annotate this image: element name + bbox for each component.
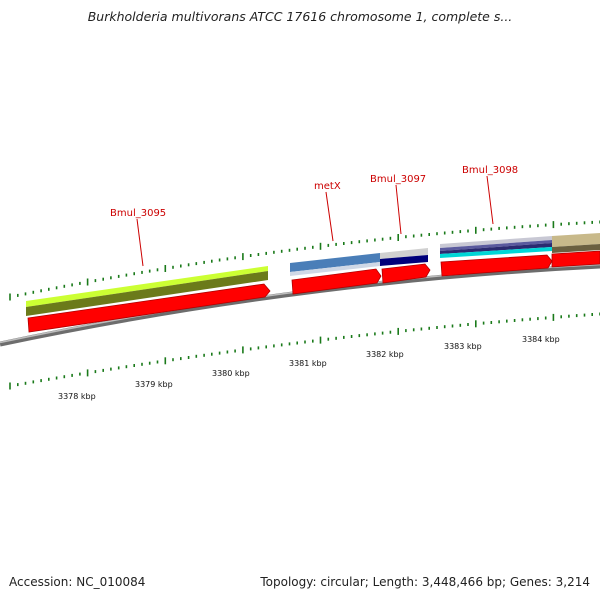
gene-label-bmul-3097[interactable]: Bmul_3097 bbox=[370, 174, 426, 185]
gene-bmul-3095-top-band bbox=[26, 266, 268, 307]
cds-arrow-bmul-3095[interactable] bbox=[27, 283, 271, 333]
gene-metx[interactable] bbox=[290, 253, 380, 276]
gene-bmul-3098-band-3 bbox=[440, 243, 552, 254]
leader-line-bmul-3097 bbox=[395, 184, 402, 235]
leader-line-bmul-3095 bbox=[136, 218, 144, 267]
gene-next-bottom-band bbox=[552, 244, 600, 253]
gene-bmul-3098-band-1 bbox=[440, 236, 552, 248]
gene-metx-top-band bbox=[290, 253, 380, 272]
gene-bmul-3098-band-2 bbox=[440, 240, 552, 251]
kbp-label-3383: 3383 kbp bbox=[444, 342, 482, 351]
leader-line-bmul-3098 bbox=[486, 175, 494, 225]
gene-metx-bottom-band bbox=[290, 262, 380, 276]
gene-bmul-3095-bottom-band bbox=[26, 271, 268, 316]
kbp-label-3380: 3380 kbp bbox=[212, 369, 250, 378]
gene-bmul-3098[interactable] bbox=[440, 236, 552, 258]
cds-arrow-metx[interactable] bbox=[291, 268, 382, 295]
cds-arrow-bmul-3098[interactable] bbox=[440, 254, 553, 277]
cds-track bbox=[27, 250, 600, 333]
gene-bmul-3095[interactable] bbox=[26, 266, 268, 316]
cds-arrow-bmul-3097[interactable] bbox=[381, 263, 431, 284]
gene-next[interactable] bbox=[552, 233, 600, 253]
leader-line-metx bbox=[325, 191, 334, 242]
gene-label-bmul-3095[interactable]: Bmul_3095 bbox=[110, 208, 166, 219]
gene-label-bmul-3098[interactable]: Bmul_3098 bbox=[462, 165, 518, 176]
kbp-label-3379: 3379 kbp bbox=[135, 380, 173, 389]
accession-label: Accession: NC_010084 bbox=[9, 575, 146, 589]
kbp-label-3381: 3381 kbp bbox=[289, 359, 327, 368]
outer-tick-marks bbox=[9, 220, 600, 301]
gene-next-top-band bbox=[552, 233, 600, 247]
kbp-label-3378: 3378 kbp bbox=[58, 392, 96, 401]
kbp-label-3384: 3384 kbp bbox=[522, 335, 560, 344]
cds-arrow-next[interactable] bbox=[551, 250, 600, 268]
topology-summary: Topology: circular; Length: 3,448,466 bp… bbox=[260, 575, 590, 589]
gene-bmul-3097-bottom-band bbox=[380, 255, 428, 266]
inner-tick-marks bbox=[9, 312, 600, 390]
gene-bmul-3098-band-4 bbox=[440, 247, 552, 258]
kbp-label-3382: 3382 kbp bbox=[366, 350, 404, 359]
gene-bmul-3097[interactable] bbox=[380, 248, 428, 266]
gene-label-metx[interactable]: metX bbox=[314, 181, 341, 192]
gene-bmul-3097-top-band bbox=[380, 248, 428, 259]
page-title: Burkholderia multivorans ATCC 17616 chro… bbox=[87, 9, 513, 24]
